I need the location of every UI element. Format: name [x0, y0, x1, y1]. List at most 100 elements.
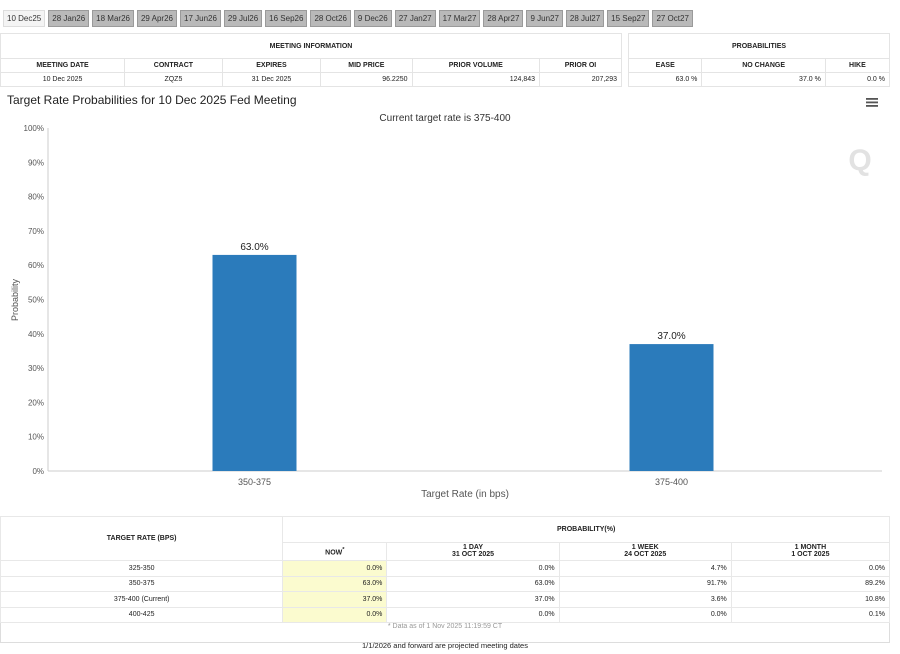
info-value: 207,293 [539, 72, 622, 87]
column-header-date: 31 OCT 2025 [452, 551, 495, 559]
probability-cell: 37.0% [386, 591, 560, 608]
y-tick-label: 100% [24, 124, 44, 133]
column-header-line1: 1 WEEK [631, 544, 659, 552]
tab-meeting[interactable]: 18 Mar26 [92, 10, 134, 27]
probability-cell: 0.0% [282, 560, 388, 577]
table-row: 375-400 (Current) 37.0% 37.0% 3.6% 10.8% [0, 591, 891, 608]
asterisk: * [342, 546, 345, 553]
column-header-line1: 1 DAY [463, 544, 483, 552]
tab-meeting[interactable]: 17 Jun26 [180, 10, 221, 27]
y-tick-label: 80% [28, 193, 44, 202]
column-header: PRIOR OI [539, 58, 622, 73]
probability-cell: 0.0% [282, 606, 388, 623]
column-header: PRIOR VOLUME [411, 58, 541, 73]
tab-meeting[interactable]: 17 Mar27 [438, 10, 481, 27]
bar[interactable] [629, 344, 714, 471]
data-timestamp-note: * Data as of 1 Nov 2025 11:19:59 CT [387, 623, 503, 630]
data-label: 37.0% [657, 331, 685, 342]
probability-cell: 4.7% [558, 560, 732, 577]
meeting-info-title: MEETING INFORMATION [0, 33, 622, 59]
info-value: 10 Dec 2025 [0, 72, 126, 87]
probability-cell: 0.0% [386, 560, 560, 577]
probability-cell: 91.7% [558, 575, 732, 592]
probabilities-table: PROBABILITIES EASE NO CHANGE HIKE 63.0 % 37.… [627, 33, 891, 87]
tab-meeting[interactable]: 29 Jul26 [223, 10, 263, 27]
y-tick-label: 30% [28, 364, 44, 373]
column-header-date: 24 OCT 2025 [624, 551, 667, 559]
probability-cell: 89.2% [730, 575, 891, 592]
probability-cell: 3.6% [558, 591, 732, 608]
x-tick-label: 350-375 [238, 477, 271, 487]
column-header-line1: NOW [325, 549, 343, 557]
bar[interactable] [212, 254, 297, 471]
probability-table: TARGET RATE (BPS) PROBABILITY(%) NOW* 1 D… [0, 516, 891, 643]
column-header: CONTRACT [124, 58, 223, 73]
bar-chart: Target Rate Probabilities for 10 Dec 202… [7, 93, 882, 500]
column-header-line1: 1 MONTH [794, 544, 827, 552]
chart-title: Target Rate Probabilities for 10 Dec 202… [7, 93, 297, 107]
meeting-info-table: MEETING INFORMATION MEETING DATE CONTRACT… [0, 33, 622, 87]
y-tick-label: 90% [28, 158, 44, 167]
table-row: 350-375 63.0% 63.0% 91.7% 89.2% [0, 575, 891, 592]
column-header: MID PRICE [320, 58, 413, 73]
info-value: 124,843 [411, 72, 541, 87]
probability-header: PROBABILITY(%) [282, 516, 890, 543]
info-value: 96.2250 [320, 72, 413, 87]
probability-cell: 0.0% [558, 606, 732, 623]
target-rate-cell: 375-400 (Current) [0, 591, 284, 608]
probability-value: 63.0 % [627, 72, 703, 87]
column-header: NOW* [282, 541, 388, 562]
tab-meeting[interactable]: 28 Jul27 [565, 10, 605, 27]
tab-meeting[interactable]: 9 Jun27 [526, 10, 563, 27]
x-axis-label: Target Rate (in bps) [421, 489, 509, 500]
tab-meeting[interactable]: 28 Oct26 [310, 10, 351, 27]
y-tick-label: 70% [28, 227, 44, 236]
probabilities-title: PROBABILITIES [628, 33, 890, 59]
meeting-tabs: 10 Dec25 28 Jan26 18 Mar26 29 Apr26 17 Jun26… [3, 10, 693, 27]
target-rate-header: TARGET RATE (BPS) [0, 516, 284, 561]
probability-cell: 37.0% [282, 591, 388, 608]
probability-value: 37.0 % [701, 72, 826, 87]
data-label: 63.0% [240, 242, 268, 253]
probability-cell: 63.0% [386, 575, 560, 592]
footer-note: 1/1/2026 and forward are projected meeti… [362, 641, 528, 650]
target-rate-cell: 325-350 [0, 560, 284, 577]
y-tick-label: 40% [28, 330, 44, 339]
watermark-logo: Q [848, 144, 871, 177]
tab-meeting[interactable]: 15 Sep27 [607, 10, 650, 27]
probability-value: 0.0 % [824, 72, 891, 87]
info-value: ZQZ5 [124, 72, 223, 87]
column-header-date: 1 OCT 2025 [791, 551, 830, 559]
tab-meeting[interactable]: 28 Jan26 [48, 10, 90, 27]
column-header: 1 DAY 31 OCT 2025 [386, 541, 560, 562]
tab-meeting[interactable]: 9 Dec26 [353, 10, 392, 27]
probability-cell: 63.0% [282, 575, 388, 592]
y-tick-label: 10% [28, 433, 44, 442]
y-tick-label: 60% [28, 261, 44, 270]
probability-cell: 0.0% [730, 560, 891, 577]
tab-meeting[interactable]: 28 Apr27 [483, 10, 524, 27]
probability-cell: 10.8% [730, 591, 891, 608]
column-header: 1 MONTH 1 OCT 2025 [730, 541, 891, 562]
column-header: 1 WEEK 24 OCT 2025 [558, 541, 732, 562]
y-tick-label: 50% [28, 296, 44, 305]
probability-cell: 0.0% [386, 606, 560, 623]
probability-cell: 0.1% [730, 606, 891, 623]
column-header: HIKE [824, 58, 891, 73]
tab-meeting[interactable]: 10 Dec25 [3, 10, 46, 27]
tab-meeting[interactable]: 27 Jan27 [394, 10, 436, 27]
tab-meeting[interactable]: 16 Sep26 [265, 10, 308, 27]
info-value: 31 Dec 2025 [221, 72, 322, 87]
target-rate-cell: 350-375 [0, 575, 284, 592]
y-tick-label: 0% [32, 467, 44, 476]
target-rate-cell: 400-425 [0, 606, 284, 623]
column-header: EXPIRES [221, 58, 322, 73]
column-header: EASE [627, 58, 703, 73]
tab-meeting[interactable]: 27 Oct27 [652, 10, 693, 27]
table-row: 325-350 0.0% 0.0% 4.7% 0.0% [0, 560, 891, 577]
hamburger-icon[interactable] [866, 98, 878, 107]
column-header: NO CHANGE [701, 58, 826, 73]
chart-subtitle: Current target rate is 375-400 [379, 113, 511, 124]
table-row: 400-425 0.0% 0.0% 0.0% 0.1% [0, 606, 891, 623]
tab-meeting[interactable]: 29 Apr26 [136, 10, 177, 27]
